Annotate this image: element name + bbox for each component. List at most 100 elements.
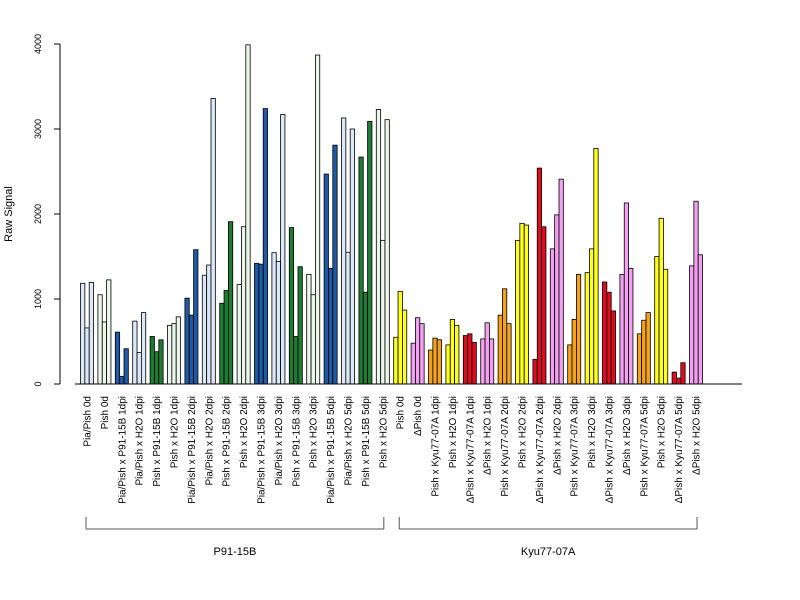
- x-tick-label: ΔPish x Kyu77-07A 2dpi: [535, 396, 546, 503]
- bar: [323, 173, 329, 385]
- x-tick-label: Pish x Kyu77-07A 5dpi: [639, 396, 650, 497]
- bar: [536, 167, 542, 385]
- bar: [193, 249, 199, 385]
- group-label: Kyu77-07A: [521, 546, 576, 558]
- bar: [367, 120, 373, 385]
- bar: [227, 221, 234, 385]
- bar: [428, 349, 434, 385]
- x-tick-label: Pia/Pish 0d: [83, 396, 94, 447]
- bar: [258, 263, 264, 385]
- x-tick-label: ΔPish x Kyu77-07A 1dpi: [465, 396, 476, 503]
- bar: [119, 375, 125, 385]
- bar: [689, 265, 695, 385]
- bar: [532, 358, 538, 385]
- bar: [245, 44, 251, 385]
- bar: [636, 333, 643, 385]
- bar: [140, 312, 147, 385]
- bar: [654, 256, 660, 385]
- bar: [436, 339, 442, 385]
- group-label: P91-15B: [214, 546, 257, 558]
- x-tick-label: Pia/Pish x P91-15B 5dpi: [326, 396, 337, 504]
- bar: [515, 239, 521, 385]
- bar: [676, 377, 682, 385]
- bar: [154, 351, 160, 385]
- bar: [106, 279, 112, 385]
- bar: [84, 327, 90, 385]
- x-tick-label: Pish x Kyu77-07A 1dpi: [431, 396, 442, 497]
- y-tick-label: 3000: [33, 119, 43, 139]
- bar: [506, 323, 512, 385]
- bar: [88, 282, 94, 385]
- bar: [206, 264, 212, 385]
- bar: [293, 335, 299, 385]
- bar: [241, 226, 247, 385]
- bar: [484, 322, 490, 385]
- bar: [345, 251, 351, 385]
- bar: [497, 314, 503, 385]
- bar: [349, 128, 355, 385]
- bar: [341, 117, 347, 385]
- bar: [188, 314, 194, 385]
- y-axis-label: Raw Signal: [3, 186, 15, 242]
- bar: [254, 262, 260, 385]
- bar: [362, 291, 368, 385]
- bar: [502, 288, 508, 385]
- bar: [419, 323, 425, 385]
- bar: [432, 337, 438, 385]
- x-tick-label: Pia/Pish x H2O 2dpi: [204, 396, 215, 486]
- x-tick-label: Pish x Kyu77-07A 2dpi: [500, 396, 511, 497]
- bar: [288, 227, 295, 385]
- bar: [645, 312, 651, 385]
- bar: [114, 331, 121, 385]
- bar: [558, 178, 564, 385]
- bar: [554, 214, 560, 385]
- bar: [223, 290, 229, 385]
- x-tick-label: Pish x H2O 3dpi: [587, 396, 598, 468]
- bar: [449, 318, 455, 385]
- x-tick-labels: Pia/Pish 0d Pish 0d Pia/Pish x P91-15B 1dp…: [83, 396, 703, 504]
- y-tick-label: 4000: [33, 34, 43, 54]
- y-tick-label: 0: [33, 381, 43, 386]
- bar: [628, 267, 634, 385]
- bar: [375, 109, 382, 385]
- bar: [167, 324, 173, 385]
- x-tick-label: ΔPish x H2O 5dpi: [692, 396, 703, 475]
- bar: [306, 273, 312, 385]
- bar: [541, 226, 547, 385]
- x-tick-label: Pia/Pish x P91-15B 1dpi: [117, 396, 128, 504]
- x-tick-label: Pish x H2O 1dpi: [448, 396, 459, 468]
- bar: [671, 371, 677, 385]
- bar: [219, 302, 225, 385]
- x-tick-label: Pia/Pish x H2O 3dpi: [274, 396, 285, 486]
- bar: [488, 338, 495, 385]
- x-tick-label: ΔPish x H2O 1dpi: [483, 396, 494, 475]
- bar: [480, 338, 486, 385]
- bar: [567, 344, 573, 385]
- bar: [80, 282, 86, 385]
- bar: [584, 272, 590, 385]
- x-tick-label: ΔPish x Kyu77-07A 5dpi: [674, 396, 685, 503]
- bar: [332, 144, 338, 385]
- bar: [314, 54, 321, 385]
- bar: [101, 321, 107, 385]
- x-tick-label: Pish x H2O 2dpi: [518, 396, 529, 468]
- x-tick-label: Pish x H2O 3dpi: [309, 396, 320, 468]
- bar: [606, 291, 612, 385]
- bar: [462, 335, 469, 385]
- x-tick-label: Pia/Pish x P91-15B 2dpi: [187, 396, 198, 504]
- bar: [410, 342, 416, 385]
- bar: [415, 317, 421, 385]
- x-tick-label: Pish x P91-15B 5dpi: [361, 396, 372, 487]
- bar: [445, 344, 451, 385]
- x-tick-label: Pish x H2O 5dpi: [378, 396, 389, 468]
- bar: [384, 119, 390, 385]
- x-tick-label: Pish 0d: [100, 396, 111, 429]
- bar: [658, 217, 664, 385]
- bar: [641, 319, 647, 385]
- x-tick-label: Pish x H2O 5dpi: [657, 396, 668, 468]
- x-tick-label: Pish x H2O 1dpi: [170, 396, 181, 468]
- bar: [236, 284, 242, 385]
- bar: [571, 318, 577, 385]
